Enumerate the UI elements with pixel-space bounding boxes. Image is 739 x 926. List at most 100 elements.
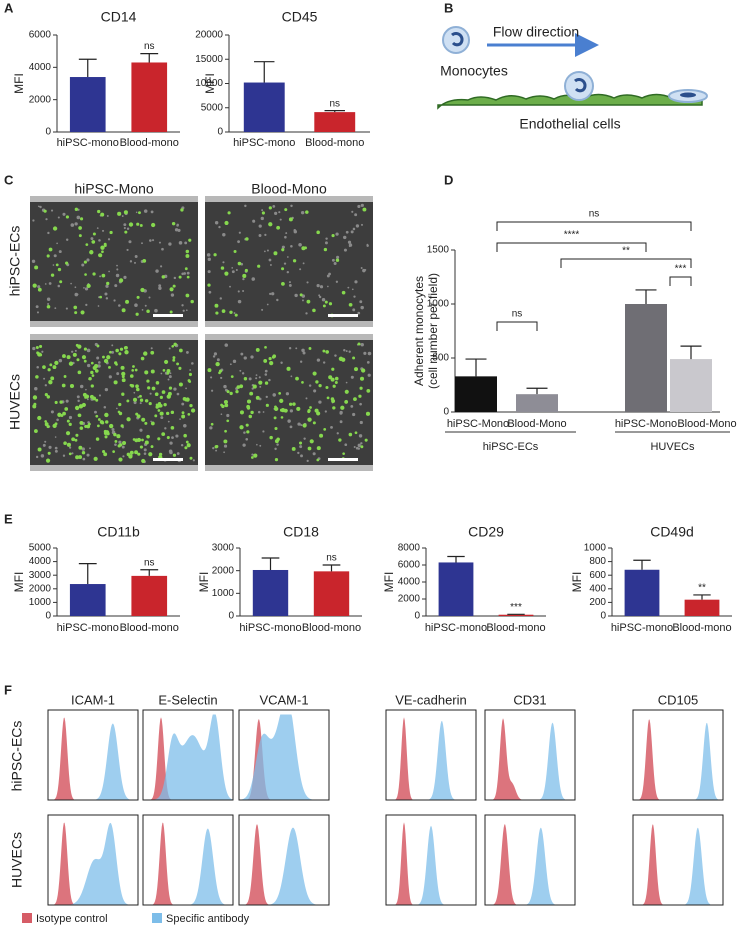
cell-speck [144,304,147,307]
labelled-monocyte [252,384,257,389]
cell-speck [62,454,66,457]
cell-speck [213,352,218,356]
error-bar [140,569,159,576]
cell-speck [171,436,174,440]
labelled-monocyte [322,349,326,353]
marker-label: VCAM-1 [259,692,308,707]
cell-speck [222,261,225,264]
labelled-monocyte [253,453,258,458]
labelled-monocyte [169,287,174,292]
cell-speck [265,395,268,399]
labelled-monocyte [118,411,123,416]
labelled-monocyte [44,420,47,423]
cell-speck [105,284,109,288]
labelled-monocyte [229,391,233,396]
cell-speck [113,299,116,302]
labelled-monocyte [274,457,279,462]
bar [313,571,350,616]
monocyte-icon [442,26,470,54]
cell-speck [360,267,363,269]
labelled-monocyte [101,273,106,278]
cell-speck [352,227,356,231]
labelled-monocyte [344,389,349,394]
cell-speck [174,228,179,232]
labelled-monocyte [255,347,260,352]
bar [455,376,497,412]
cell-speck [324,410,327,413]
cell-speck [139,402,142,405]
labelled-monocyte [144,440,149,445]
cell-speck [74,222,78,226]
labelled-monocyte [166,368,171,373]
labelled-monocyte [245,237,249,241]
cell-speck [97,305,100,307]
labelled-monocyte [77,344,82,349]
labelled-monocyte [83,359,87,363]
bar [243,82,285,132]
labelled-monocyte [65,431,71,436]
cell-speck [71,452,74,455]
labelled-monocyte [123,210,128,215]
labelled-monocyte [150,350,155,355]
cell-speck [248,377,252,381]
labelled-monocyte [280,416,284,419]
cell-speck [218,225,221,229]
cell-speck [191,362,194,365]
labelled-monocyte [118,457,123,462]
significance-label: *** [510,602,522,613]
cell-speck [300,454,303,458]
cell-speck [231,270,235,274]
cell-speck [173,276,177,280]
cell-speck [262,411,265,413]
significance-label: ns [329,98,340,109]
cell-speck [116,264,118,267]
labelled-monocyte [135,312,139,316]
cell-speck [154,308,158,313]
cell-speck [52,264,55,266]
labelled-monocyte [90,361,94,365]
labelled-monocyte [298,441,303,445]
cell-speck [42,443,46,447]
labelled-monocyte [273,406,279,412]
cell-speck [56,418,59,422]
cell-speck [299,268,302,271]
labelled-monocyte [47,451,51,455]
error-bar [465,358,487,377]
cell-speck [268,258,272,262]
labelled-monocyte [170,410,175,415]
cell-speck [224,343,229,347]
bar [625,304,667,412]
cell-speck [360,223,364,226]
cell-speck [353,295,356,298]
labelled-monocyte [74,438,78,442]
histogram-frame [238,709,330,801]
cell-speck [50,410,54,414]
labelled-monocyte [62,354,66,359]
labelled-monocyte [284,208,288,212]
labelled-monocyte [42,365,46,369]
labelled-monocyte [181,411,185,415]
labelled-monocyte [335,258,340,262]
labelled-monocyte [186,275,190,279]
labelled-monocyte [312,421,316,425]
labelled-monocyte [325,350,329,354]
channel-wall [205,196,373,202]
labelled-monocyte [54,360,59,366]
labelled-monocyte [341,357,346,362]
cell-speck [169,372,172,375]
labelled-monocyte [288,217,293,222]
column-label: hiPSC-Mono [74,181,154,197]
cell-speck [347,240,352,244]
y-tick-label: 600 [589,570,606,581]
cell-speck [274,211,278,215]
histogram-frame [238,814,330,906]
cell-speck [98,239,101,242]
cell-speck [123,223,127,227]
cell-speck [57,284,61,288]
labelled-monocyte [362,207,367,212]
labelled-monocyte [76,358,80,362]
labelled-monocyte [179,348,183,353]
labelled-monocyte [360,445,364,449]
labelled-monocyte [354,367,359,372]
cell-speck [276,443,279,446]
